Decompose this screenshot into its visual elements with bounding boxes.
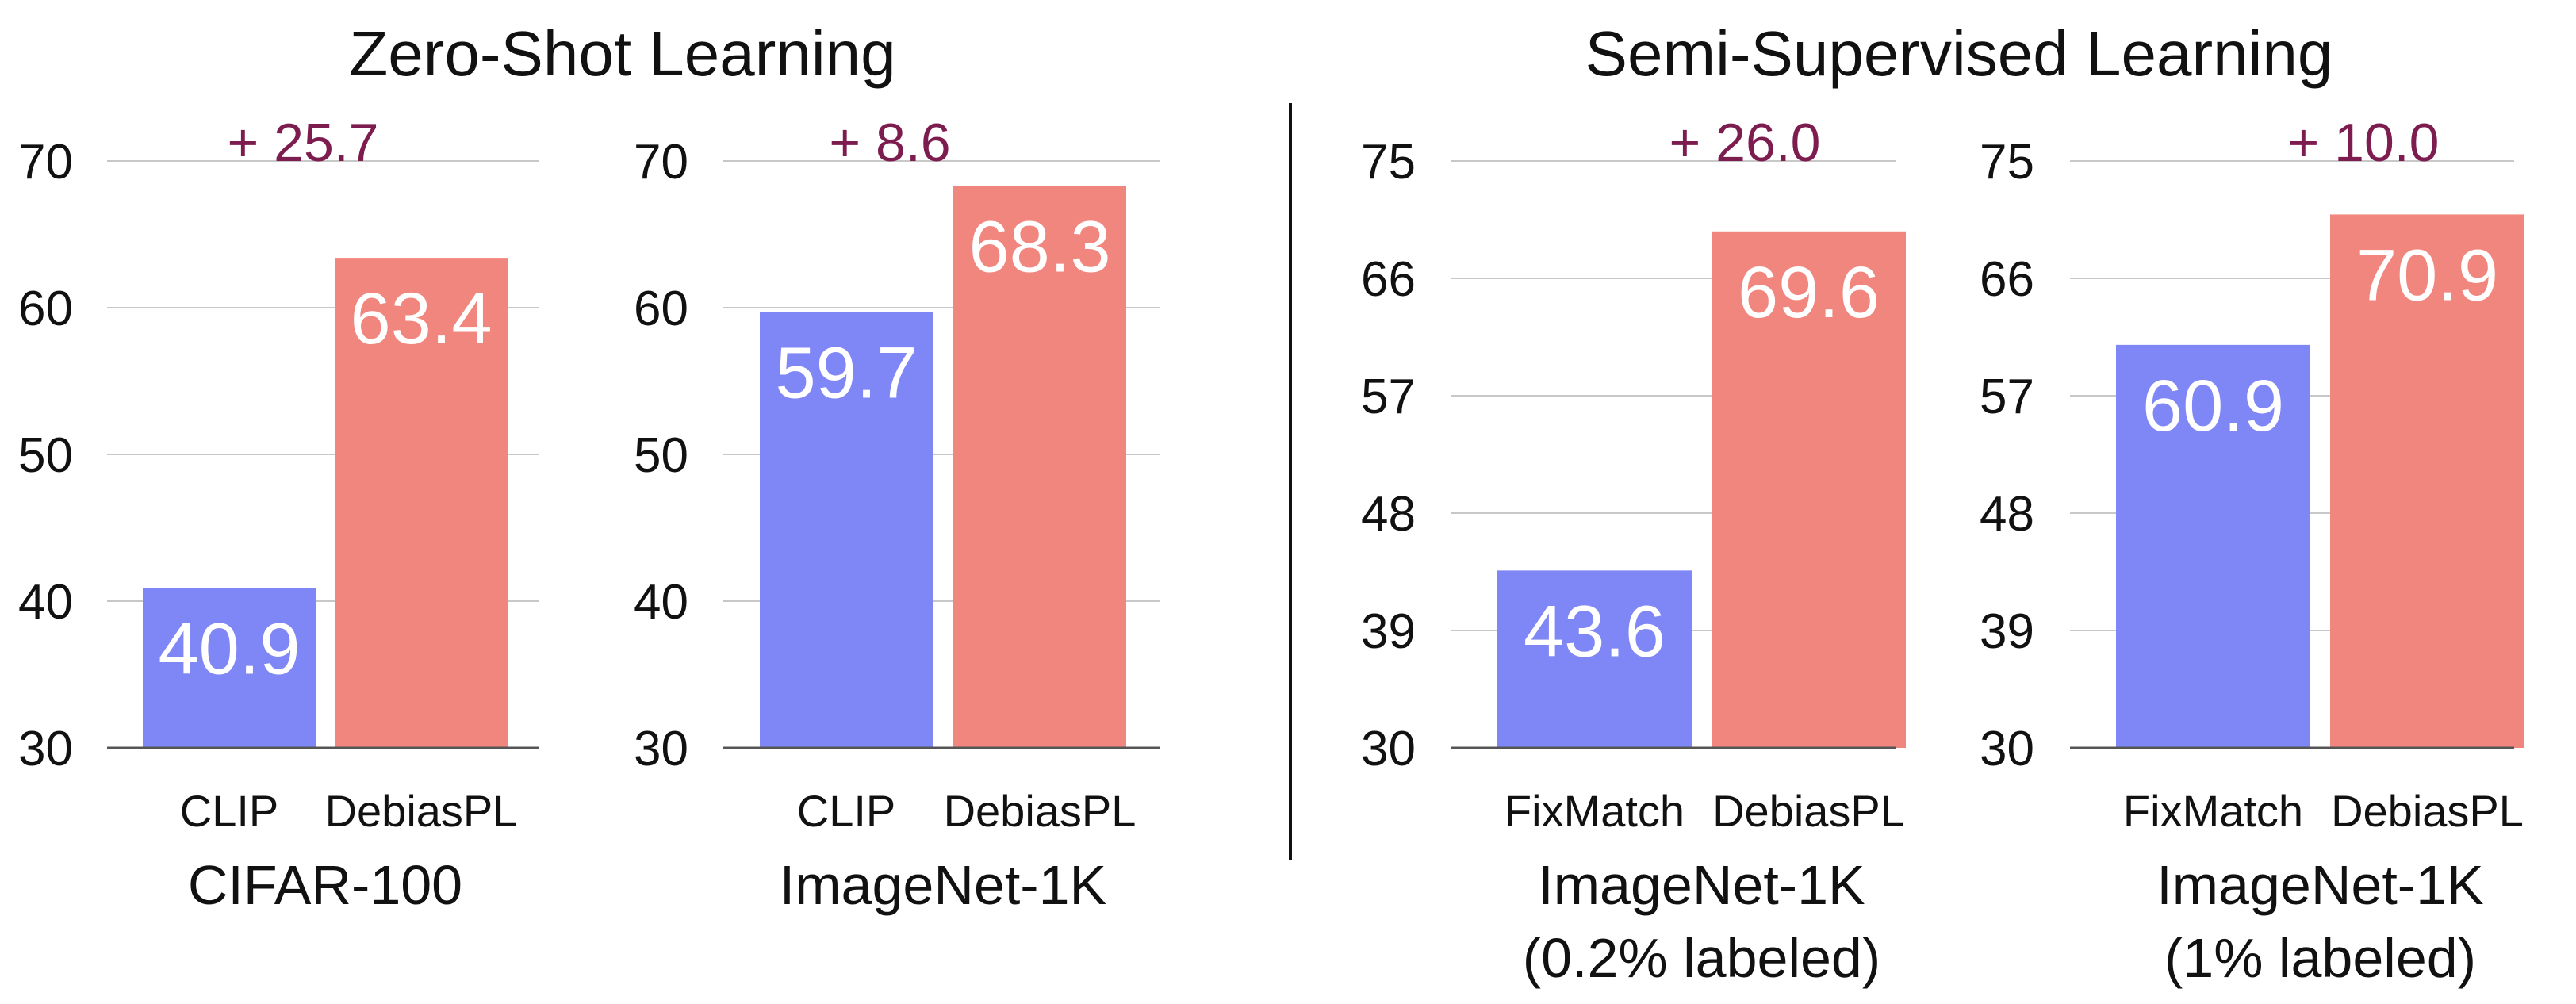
bar-2-0 (1497, 570, 1692, 748)
bar-value-label-3-1: 70.9 (2356, 235, 2498, 316)
y-tick-label-0-0: 30 (18, 722, 73, 776)
dataset-label-3-0: ImageNet-1K (2156, 854, 2483, 916)
section-divider (1289, 103, 1292, 860)
bar-value-label-1-1: 68.3 (968, 206, 1110, 287)
gain-annotation-1: + 8.6 (829, 113, 950, 173)
y-tick-label-2-1: 39 (1361, 604, 1416, 659)
x-category-label-3-0: FixMatch (2123, 786, 2303, 836)
y-tick-label-0-1: 40 (18, 575, 73, 630)
x-category-label-3-1: DebiasPL (2331, 786, 2524, 836)
y-tick-label-3-2: 48 (1980, 487, 2034, 542)
y-tick-label-0-2: 50 (18, 428, 73, 483)
y-tick-label-1-4: 70 (634, 135, 688, 190)
y-tick-label-2-5: 75 (1361, 135, 1416, 190)
y-tick-label-1-2: 50 (634, 428, 688, 483)
y-tick-label-2-4: 66 (1361, 252, 1416, 307)
y-tick-label-2-3: 57 (1361, 370, 1416, 424)
dataset-label-0-0: CIFAR-100 (188, 854, 462, 916)
y-tick-label-1-0: 30 (634, 722, 688, 776)
bar-value-label-0-0: 40.9 (158, 608, 300, 689)
y-tick-label-3-4: 66 (1980, 252, 2034, 307)
y-tick-label-0-4: 70 (18, 135, 73, 190)
bar-1-1 (953, 186, 1126, 748)
bar-value-label-0-1: 63.4 (350, 278, 492, 359)
y-tick-label-3-5: 75 (1980, 135, 2034, 190)
y-tick-label-3-1: 39 (1980, 604, 2034, 659)
x-category-label-1-0: CLIP (797, 786, 896, 836)
bar-3-0 (2116, 344, 2310, 748)
x-category-label-2-0: FixMatch (1505, 786, 1685, 836)
y-tick-label-2-0: 30 (1361, 722, 1416, 776)
section-title-semi-supervised: Semi-Supervised Learning (1585, 18, 2333, 89)
y-tick-label-1-3: 60 (634, 282, 688, 336)
y-tick-label-3-3: 57 (1980, 370, 2034, 424)
bar-1-0 (760, 312, 933, 748)
dataset-label-2-0: ImageNet-1K (1538, 854, 1865, 916)
dataset-label-3-1: (1% labeled) (2164, 927, 2476, 989)
x-category-label-0-1: DebiasPL (325, 786, 518, 836)
bar-0-1 (335, 258, 508, 749)
section-title-zero-shot: Zero-Shot Learning (349, 18, 896, 89)
x-category-label-1-1: DebiasPL (944, 786, 1137, 836)
x-category-label-0-0: CLIP (180, 786, 279, 836)
dataset-label-1-0: ImageNet-1K (780, 854, 1106, 916)
dataset-label-2-1: (0.2% labeled) (1523, 927, 1880, 989)
bar-value-label-2-1: 69.6 (1738, 252, 1880, 333)
y-tick-label-1-1: 40 (634, 575, 688, 630)
bar-value-label-3-0: 60.9 (2142, 366, 2284, 446)
gain-annotation-3: + 10.0 (2288, 113, 2440, 173)
bar-value-label-1-0: 59.7 (775, 333, 917, 414)
gain-annotation-0: + 25.7 (228, 113, 379, 173)
y-tick-label-0-3: 60 (18, 282, 73, 336)
y-tick-label-3-0: 30 (1980, 722, 2034, 776)
x-category-label-2-1: DebiasPL (1712, 786, 1905, 836)
bar-value-label-2-0: 43.6 (1524, 591, 1666, 672)
bar-2-1 (1712, 231, 1906, 748)
bar-0-0 (143, 588, 316, 748)
bar-3-1 (2330, 214, 2524, 748)
y-tick-label-2-2: 48 (1361, 487, 1416, 542)
gain-annotation-2: + 26.0 (1669, 113, 1821, 173)
